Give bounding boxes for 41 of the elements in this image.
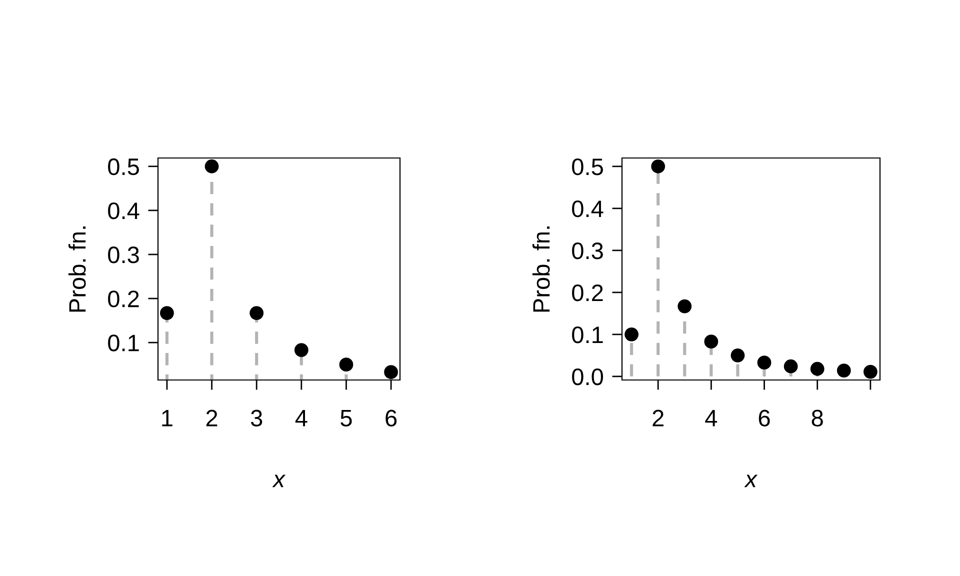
- x-tick-label: 6: [758, 410, 770, 427]
- y-tick-label: 0.5: [108, 158, 139, 176]
- point: [810, 362, 824, 376]
- x-tick-label: 6: [386, 410, 397, 427]
- x-tick-label: 2: [652, 410, 664, 426]
- y-tick-label: 0.3: [108, 246, 139, 264]
- point: [204, 159, 219, 174]
- y-axis-title: Prob. fn.: [532, 226, 550, 312]
- point: [704, 334, 718, 349]
- point: [730, 348, 745, 362]
- x-tick-label: 4: [295, 410, 308, 426]
- y-tick-label: 0.3: [572, 242, 603, 260]
- point: [250, 306, 264, 320]
- y-tick-label: 0.2: [572, 284, 603, 302]
- point: [784, 359, 798, 374]
- y-tick-label: 0.1: [108, 334, 139, 352]
- point: [294, 343, 308, 357]
- point: [864, 364, 878, 379]
- point: [160, 306, 174, 320]
- point: [651, 159, 666, 174]
- y-tick-label: 0.4: [108, 202, 140, 220]
- y-tick-label: 0.0: [572, 368, 604, 386]
- x-tick-label: 8: [812, 410, 823, 427]
- point: [836, 364, 851, 378]
- x-tick-label: 3: [250, 410, 262, 427]
- x-tick-label: 2: [206, 410, 218, 426]
- x-axis-title: x: [272, 474, 286, 488]
- x-tick-label: 4: [705, 410, 718, 426]
- point: [624, 327, 638, 342]
- y-tick-label: 0.4: [572, 200, 604, 218]
- point: [678, 299, 692, 314]
- point: [384, 365, 398, 380]
- x-tick-label: 1: [162, 410, 172, 426]
- point: [339, 358, 354, 372]
- y-axis-title: Prob. fn.: [68, 226, 86, 312]
- y-tick-label: 0.1: [572, 326, 603, 344]
- x-tick-label: 5: [340, 410, 352, 427]
- x-axis-title: x: [744, 474, 758, 488]
- y-tick-label: 0.5: [572, 158, 603, 176]
- y-tick-label: 0.2: [108, 290, 139, 308]
- point: [757, 356, 772, 370]
